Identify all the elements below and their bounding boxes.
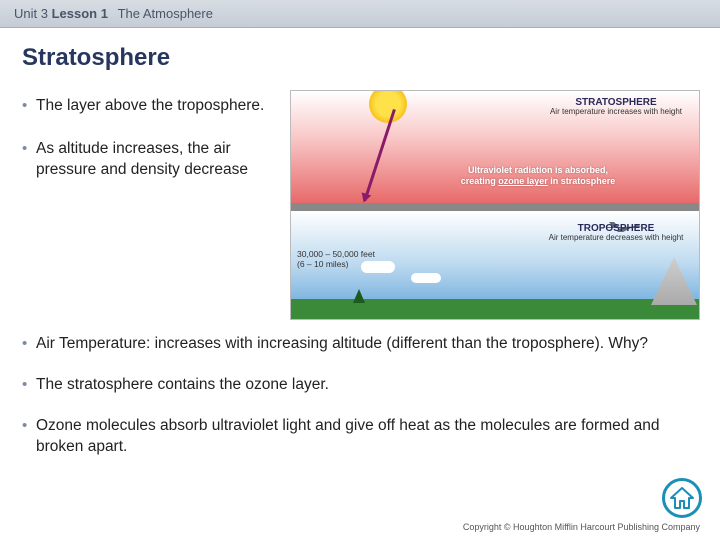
top-bullets-column: The layer above the troposphere. As alti… [22,90,272,320]
slide-content: Stratosphere The layer above the troposp… [0,28,720,486]
uv-caption-part: in stratosphere [548,176,616,186]
lesson-title: The Atmosphere [118,6,213,21]
bullet-item: Ozone molecules absorb ultraviolet light… [22,416,700,458]
atmosphere-diagram: STRATOSPHERE Air temperature increases w… [290,90,700,320]
unit-label: Unit 3 [14,6,48,21]
layer-divider [291,203,699,211]
uv-caption-ozone: ozone layer [498,176,548,186]
tree-icon [353,289,365,303]
altitude-feet: 30,000 – 50,000 feet [297,249,375,259]
lesson-label: Lesson 1 [52,6,108,21]
bullet-item: The stratosphere contains the ozone laye… [22,375,700,396]
bullet-item: The layer above the troposphere. [22,96,272,117]
bullet-item: As altitude increases, the air pressure … [22,139,272,181]
uv-caption-line1: Ultraviolet radiation is absorbed, [387,165,689,176]
bullet-list-top: The layer above the troposphere. As alti… [22,96,272,181]
uv-caption-line2: creating ozone layer in stratosphere [387,176,689,187]
bullet-item: Air Temperature: increases with increasi… [22,334,700,355]
cloud-icon [411,273,441,283]
troposphere-sub: Air temperature decreases with height [541,234,691,243]
copyright-text: Copyright © Houghton Mifflin Harcourt Pu… [463,522,700,532]
stratosphere-sub: Air temperature increases with height [541,108,691,117]
bullet-list-bottom: Air Temperature: increases with increasi… [22,334,700,458]
lesson-header: Unit 3 Lesson 1 The Atmosphere [0,0,720,28]
stratosphere-label: STRATOSPHERE Air temperature increases w… [541,97,691,117]
top-row: The layer above the troposphere. As alti… [22,90,700,320]
page-title: Stratosphere [22,44,700,72]
house-icon [670,487,694,509]
home-button[interactable] [662,478,702,518]
uv-caption-part: creating [461,176,499,186]
cloud-icon [361,261,395,273]
troposphere-label: TROPOSPHERE Air temperature decreases wi… [541,223,691,243]
diagram-column: STRATOSPHERE Air temperature increases w… [290,90,700,320]
uv-caption: Ultraviolet radiation is absorbed, creat… [387,165,689,188]
